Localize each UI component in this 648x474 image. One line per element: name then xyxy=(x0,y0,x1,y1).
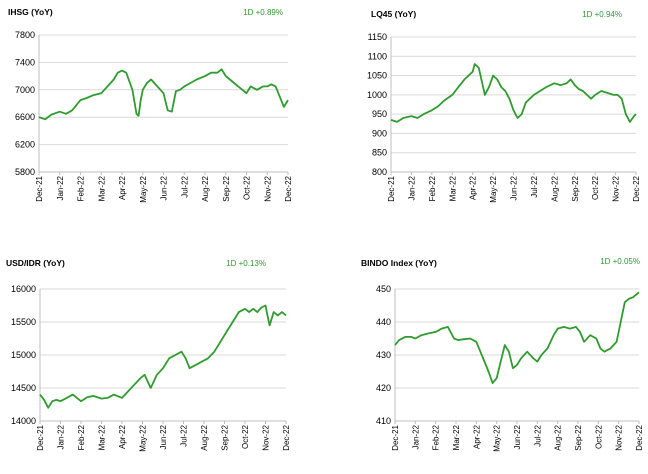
x-tick-label: Nov-22 xyxy=(263,175,272,201)
y-tick-label: 900 xyxy=(372,128,387,138)
x-tick-label: Mar-22 xyxy=(448,175,457,201)
change-label: 1D +0.89% xyxy=(243,8,283,17)
y-tick-label: 430 xyxy=(376,350,391,360)
chart-title: IHSG (YoY) xyxy=(8,7,53,17)
x-tick-label: Jun-22 xyxy=(160,175,169,200)
x-tick-label: Apr-22 xyxy=(118,175,127,200)
x-tick-label: Dec-21 xyxy=(391,424,400,450)
x-tick-label: Jan-22 xyxy=(407,175,416,200)
x-tick-label: Dec-22 xyxy=(635,424,644,450)
change-label: 1D +0.05% xyxy=(600,257,640,266)
y-tick-label: 800 xyxy=(372,167,387,177)
y-tick-label: 6200 xyxy=(15,140,35,150)
x-tick-label: Dec-21 xyxy=(35,175,44,201)
change-label: 1D +0.94% xyxy=(582,10,622,19)
y-tick-label: 7000 xyxy=(15,85,35,95)
y-tick-label: 1000 xyxy=(367,90,387,100)
chart-0: IHSG (YoY) 1D +0.89% 5800 6200 6600 7000 7400 7… xyxy=(8,7,293,203)
series-line xyxy=(39,304,287,409)
x-tick-label: Nov-22 xyxy=(262,424,271,450)
x-tick-label: May-22 xyxy=(489,175,498,202)
y-tick-label: 15000 xyxy=(11,350,36,360)
x-tick-label: Aug-22 xyxy=(200,424,209,450)
x-tick-label: Dec-22 xyxy=(282,424,291,450)
chart-1: LQ45 (YoY) 1D +0.94% 800 850 900 950 1000 1050 1… xyxy=(367,9,641,203)
x-tick-label: Sep-22 xyxy=(574,424,583,450)
series-line xyxy=(390,63,637,123)
x-tick-label: Feb-22 xyxy=(432,424,441,450)
x-tick-label: Dec-22 xyxy=(284,175,293,201)
x-tick-label: May-22 xyxy=(493,424,502,451)
x-tick-label: Jul-22 xyxy=(533,424,542,446)
y-tick-label: 410 xyxy=(376,416,391,426)
x-tick-label: Jan-22 xyxy=(411,424,420,449)
y-tick-label: 440 xyxy=(376,317,391,327)
x-tick-label: May-22 xyxy=(139,175,148,202)
x-tick-label: Nov-22 xyxy=(615,424,624,450)
x-tick-label: Jul-22 xyxy=(530,175,539,197)
y-tick-label: 450 xyxy=(376,284,391,294)
series-line xyxy=(394,291,640,385)
x-tick-label: Sep-22 xyxy=(571,175,580,201)
x-tick-label: Feb-22 xyxy=(428,175,437,201)
y-tick-label: 1150 xyxy=(368,32,387,42)
y-tick-label: 14000 xyxy=(11,416,36,426)
change-label: 1D +0.13% xyxy=(226,259,266,268)
chart-3: BINDO Index (YoY) 1D +0.05% 410 420 430 440 45… xyxy=(361,257,644,452)
x-tick-label: Sep-22 xyxy=(221,424,230,450)
y-tick-label: 15500 xyxy=(11,317,36,327)
x-tick-label: Oct-22 xyxy=(594,424,603,449)
y-tick-label: 7800 xyxy=(15,30,35,40)
chart-title: USD/IDR (YoY) xyxy=(6,258,65,268)
x-tick-label: Mar-22 xyxy=(452,424,461,450)
x-tick-label: Jun-22 xyxy=(510,175,519,200)
x-tick-label: Aug-22 xyxy=(201,175,210,201)
x-tick-label: Nov-22 xyxy=(612,175,621,201)
x-tick-label: Feb-22 xyxy=(77,424,86,450)
x-tick-label: Aug-22 xyxy=(554,424,563,450)
x-tick-label: Oct-22 xyxy=(243,175,252,200)
x-tick-label: Dec-21 xyxy=(387,175,396,201)
x-tick-label: Jul-22 xyxy=(180,175,189,197)
x-tick-label: Jun-22 xyxy=(159,424,168,449)
y-tick-label: 7400 xyxy=(15,57,35,67)
x-tick-label: Mar-22 xyxy=(97,175,106,201)
y-tick-label: 16000 xyxy=(11,284,36,294)
x-tick-label: Sep-22 xyxy=(222,175,231,201)
y-tick-label: 950 xyxy=(372,109,387,119)
y-tick-label: 14500 xyxy=(11,383,36,393)
y-tick-label: 420 xyxy=(376,383,391,393)
chart-title: LQ45 (YoY) xyxy=(371,9,416,19)
x-tick-label: Apr-22 xyxy=(469,175,478,200)
x-tick-label: Jun-22 xyxy=(513,424,522,449)
y-tick-label: 1100 xyxy=(368,51,387,61)
x-tick-label: Apr-22 xyxy=(118,424,127,449)
x-tick-label: May-22 xyxy=(139,424,148,451)
x-tick-label: Jan-22 xyxy=(57,424,66,449)
chart-2: USD/IDR (YoY) 1D +0.13% 14000 14500 15000 155… xyxy=(6,258,291,452)
x-tick-label: Oct-22 xyxy=(591,175,600,200)
x-tick-label: Oct-22 xyxy=(241,424,250,449)
x-tick-label: Feb-22 xyxy=(77,175,86,201)
x-tick-label: Aug-22 xyxy=(550,175,559,201)
x-tick-label: Jan-22 xyxy=(56,175,65,200)
y-tick-label: 1050 xyxy=(367,71,387,81)
y-tick-label: 5800 xyxy=(15,167,35,177)
series-line xyxy=(38,68,289,121)
x-tick-label: Mar-22 xyxy=(98,424,107,450)
y-tick-label: 850 xyxy=(372,148,387,158)
x-tick-label: Dec-22 xyxy=(632,175,641,201)
y-tick-label: 6600 xyxy=(15,112,35,122)
x-tick-label: Jul-22 xyxy=(180,424,189,446)
x-tick-label: Dec-21 xyxy=(36,424,45,450)
x-tick-label: Apr-22 xyxy=(472,424,481,449)
chart-title: BINDO Index (YoY) xyxy=(361,258,437,268)
